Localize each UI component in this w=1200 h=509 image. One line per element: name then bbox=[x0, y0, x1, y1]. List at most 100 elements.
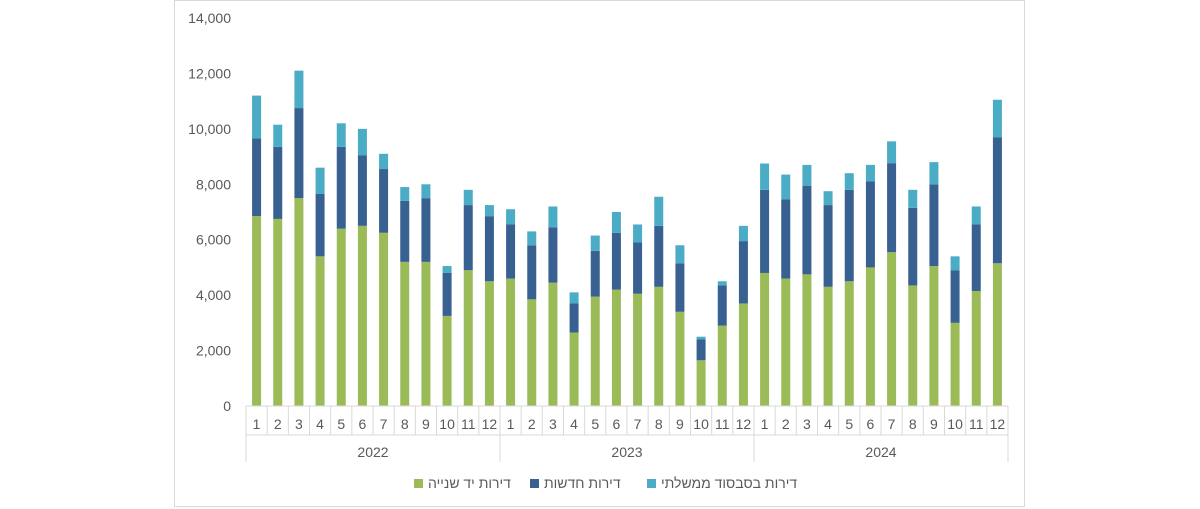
bar-segment bbox=[760, 163, 770, 190]
bar-segment bbox=[484, 281, 494, 406]
bar-segment bbox=[527, 245, 537, 300]
legend: דירות יד שנייה דירות חדשות דירות בסבסוד ממ… bbox=[414, 475, 797, 491]
x-tick-label: 6 bbox=[867, 416, 875, 432]
bar-segment bbox=[696, 360, 706, 406]
bars-layer bbox=[252, 70, 1002, 406]
bar-segment bbox=[590, 296, 600, 406]
bar-segment bbox=[633, 224, 643, 243]
bar-segment bbox=[484, 216, 494, 282]
bar-segment bbox=[252, 95, 262, 139]
bar-segment bbox=[400, 200, 410, 262]
bar-segment bbox=[379, 169, 389, 233]
bar-segment bbox=[844, 173, 854, 190]
bar-segment bbox=[633, 293, 643, 406]
x-tick-label: 3 bbox=[803, 416, 811, 432]
x-tick-label: 5 bbox=[591, 416, 599, 432]
x-tick-label: 12 bbox=[482, 416, 498, 432]
y-tick-label: 6,000 bbox=[196, 232, 231, 248]
x-tick-label: 2 bbox=[274, 416, 282, 432]
x-group-label: 2024 bbox=[865, 444, 896, 460]
bar-segment bbox=[675, 263, 685, 312]
x-tick-label: 6 bbox=[359, 416, 367, 432]
bar-segment bbox=[802, 185, 812, 275]
bar-segment bbox=[421, 184, 431, 199]
x-tick-label: 11 bbox=[461, 416, 476, 432]
y-tick-label: 0 bbox=[223, 398, 231, 414]
y-axis: 0 2,000 4,000 6,000 8,000 10,000 12,000 14,000 bbox=[188, 10, 231, 414]
bar-segment bbox=[569, 292, 579, 304]
bar-segment bbox=[971, 206, 981, 225]
bar-segment bbox=[950, 322, 960, 406]
bar-segment bbox=[527, 299, 537, 406]
bar-segment bbox=[717, 281, 727, 286]
x-tick-label: 3 bbox=[549, 416, 557, 432]
bar-segment bbox=[273, 218, 283, 406]
bar-segment bbox=[357, 128, 367, 156]
y-tick-label: 10,000 bbox=[188, 121, 231, 137]
y-tick-label: 8,000 bbox=[196, 176, 231, 192]
y-tick-label: 12,000 bbox=[188, 65, 231, 81]
x-tick-label: 4 bbox=[316, 416, 324, 432]
bar-segment bbox=[569, 303, 579, 333]
bar-segment bbox=[738, 241, 748, 304]
bar-segment bbox=[357, 155, 367, 226]
bar-segment bbox=[738, 225, 748, 242]
bar-segment bbox=[294, 70, 304, 109]
bar-segment bbox=[760, 272, 770, 406]
x-tick-label: 12 bbox=[990, 416, 1006, 432]
bar-segment bbox=[908, 189, 918, 208]
bar-segment bbox=[823, 191, 833, 206]
x-tick-label: 8 bbox=[401, 416, 409, 432]
bar-segment bbox=[654, 225, 664, 287]
x-tick-label: 11 bbox=[969, 416, 984, 432]
bar-segment bbox=[590, 250, 600, 297]
bar-segment bbox=[696, 336, 706, 340]
bar-segment bbox=[717, 285, 727, 326]
bar-segment bbox=[611, 232, 621, 290]
x-tick-label: 1 bbox=[507, 416, 515, 432]
bar-segment bbox=[971, 224, 981, 291]
bar-segment bbox=[463, 189, 473, 206]
x-tick-label: 10 bbox=[947, 416, 963, 432]
x-tick-label: 5 bbox=[337, 416, 345, 432]
bar-segment bbox=[273, 146, 283, 219]
bar-segment bbox=[527, 231, 537, 246]
bar-segment bbox=[908, 207, 918, 286]
bar-segment bbox=[675, 311, 685, 406]
x-tick-label: 1 bbox=[253, 416, 261, 432]
legend-label: דירות יד שנייה bbox=[428, 475, 511, 491]
bar-segment bbox=[823, 205, 833, 287]
bar-segment bbox=[802, 164, 812, 186]
bar-segment bbox=[506, 224, 516, 279]
bar-segment bbox=[548, 227, 558, 283]
bar-segment bbox=[696, 339, 706, 361]
bar-segment bbox=[548, 282, 558, 406]
bar-segment bbox=[950, 256, 960, 271]
bar-segment bbox=[781, 174, 791, 200]
bar-segment bbox=[887, 252, 897, 406]
bar-segment bbox=[717, 325, 727, 406]
bar-segment bbox=[675, 245, 685, 264]
bar-segment bbox=[400, 261, 410, 406]
bar-segment bbox=[273, 124, 283, 147]
x-tick-label: 10 bbox=[439, 416, 455, 432]
bar-segment bbox=[252, 216, 262, 406]
legend-label: דירות חדשות bbox=[544, 475, 621, 491]
bar-segment bbox=[929, 162, 939, 185]
bar-segment bbox=[463, 205, 473, 271]
bar-segment bbox=[336, 123, 346, 147]
bar-segment bbox=[506, 209, 516, 225]
bar-segment bbox=[654, 286, 664, 406]
bar-segment bbox=[357, 225, 367, 406]
bar-segment bbox=[887, 141, 897, 164]
bar-segment bbox=[294, 108, 304, 199]
bar-segment bbox=[908, 285, 918, 406]
bar-segment bbox=[400, 187, 410, 201]
bar-segment bbox=[738, 303, 748, 406]
bar-segment bbox=[971, 290, 981, 406]
bar-segment bbox=[950, 270, 960, 323]
bar-segment bbox=[844, 281, 854, 406]
x-tick-label: 12 bbox=[736, 416, 752, 432]
x-tick-label: 9 bbox=[676, 416, 684, 432]
bar-segment bbox=[781, 278, 791, 406]
